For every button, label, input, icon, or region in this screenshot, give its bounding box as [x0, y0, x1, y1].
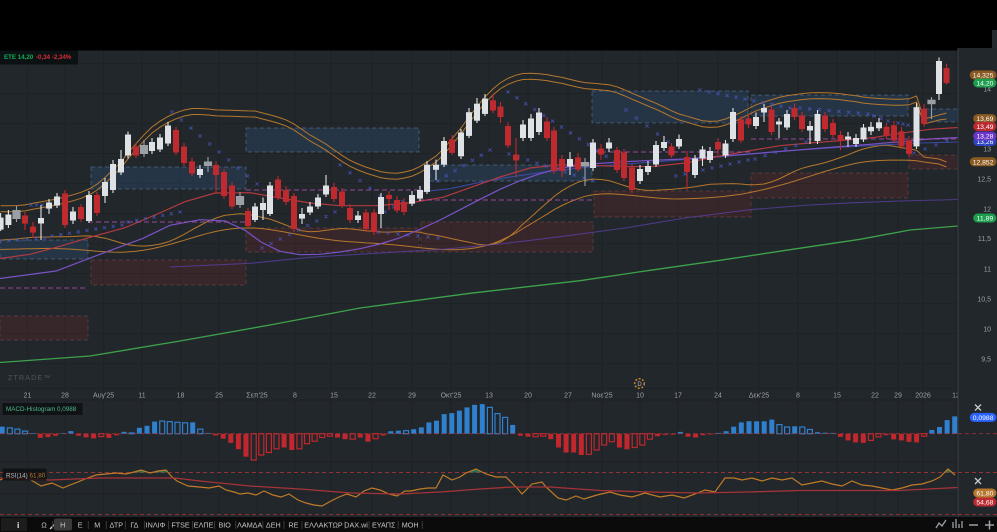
svg-text:ΓΔ: ΓΔ: [130, 521, 138, 530]
svg-text:29: 29: [408, 393, 416, 400]
svg-text:MACD-Histogram: MACD-Histogram: [6, 406, 55, 413]
svg-text:12: 12: [983, 207, 991, 214]
svg-text:ΔΕΗ: ΔΕΗ: [266, 521, 281, 530]
svg-text:54,68: 54,68: [976, 500, 993, 507]
svg-text:21: 21: [24, 393, 32, 400]
svg-text:13: 13: [983, 147, 991, 154]
svg-text:Αυγ'25: Αυγ'25: [93, 393, 114, 400]
svg-text:ΕΛΠΕ: ΕΛΠΕ: [194, 521, 214, 530]
svg-text:8: 8: [796, 393, 800, 400]
svg-text:20: 20: [524, 393, 532, 400]
svg-text:Σεπ'25: Σεπ'25: [246, 393, 268, 400]
svg-text:10,5: 10,5: [977, 297, 991, 304]
svg-text:Οκτ'25: Οκτ'25: [441, 393, 462, 400]
svg-text:8: 8: [293, 393, 297, 400]
svg-text:RSI(14): RSI(14): [6, 473, 28, 480]
svg-text:ZTRADE™: ZTRADE™: [8, 375, 51, 382]
svg-text:Ε: Ε: [78, 521, 83, 530]
svg-text:ETE 14,20: ETE 14,20: [4, 54, 34, 61]
svg-text:ΙΝΛΙΦ: ΙΝΛΙΦ: [146, 521, 166, 530]
svg-text:ΕΛΛΑΚΤΩΡ: ΕΛΛΑΚΤΩΡ: [304, 521, 343, 530]
svg-text:27: 27: [564, 393, 572, 400]
svg-text:Η: Η: [60, 521, 65, 530]
svg-text:2026: 2026: [915, 393, 931, 400]
svg-text:FTSE: FTSE: [171, 521, 190, 530]
svg-text:-0,34 -2,34%: -0,34 -2,34%: [36, 54, 72, 61]
svg-text:11: 11: [984, 267, 991, 274]
svg-text:i: i: [17, 520, 19, 530]
svg-text:ΕΥΑΠΣ: ΕΥΑΠΣ: [372, 521, 396, 530]
svg-text:11: 11: [138, 393, 145, 400]
svg-text:17: 17: [674, 393, 682, 400]
svg-text:RE: RE: [288, 521, 298, 530]
svg-text:10: 10: [983, 327, 991, 334]
svg-text:Δεκ'25: Δεκ'25: [749, 393, 770, 400]
svg-text:13: 13: [485, 393, 493, 400]
svg-text:D: D: [637, 382, 642, 388]
svg-text:0,0988: 0,0988: [973, 415, 994, 422]
svg-text:ΒΙΟ: ΒΙΟ: [219, 521, 232, 530]
svg-text:Ω: Ω: [41, 521, 47, 530]
svg-text:12,852: 12,852: [973, 159, 994, 166]
svg-text:Νοε'25: Νοε'25: [591, 393, 612, 400]
svg-text:14,325: 14,325: [973, 73, 994, 80]
svg-text:DAX.wi: DAX.wi: [344, 521, 368, 530]
svg-text:24: 24: [714, 393, 722, 400]
svg-text:61,80: 61,80: [976, 491, 993, 498]
svg-text:13,49: 13,49: [976, 124, 993, 131]
svg-text:0,0988: 0,0988: [57, 406, 77, 413]
svg-text:15: 15: [330, 393, 338, 400]
svg-text:15: 15: [833, 393, 841, 400]
svg-text:61,80: 61,80: [30, 473, 46, 480]
svg-text:29: 29: [894, 393, 902, 400]
svg-text:22: 22: [871, 393, 879, 400]
svg-text:9,5: 9,5: [981, 357, 991, 364]
svg-text:10: 10: [636, 393, 644, 400]
svg-text:18: 18: [177, 393, 185, 400]
svg-text:13,28: 13,28: [976, 134, 993, 141]
svg-text:ΜΟΗ: ΜΟΗ: [402, 521, 419, 530]
svg-text:14: 14: [983, 87, 991, 94]
svg-text:28: 28: [61, 393, 69, 400]
svg-text:Μ: Μ: [94, 521, 100, 530]
svg-text:11,89: 11,89: [977, 216, 994, 223]
svg-text:13,69: 13,69: [976, 116, 993, 123]
svg-text:14,20: 14,20: [976, 81, 993, 88]
svg-text:ΛΑΜΔΑ: ΛΑΜΔΑ: [237, 521, 262, 530]
svg-text:ΔΤΡ: ΔΤΡ: [110, 521, 124, 530]
svg-text:11,5: 11,5: [978, 236, 991, 243]
svg-text:12: 12: [952, 393, 960, 400]
svg-text:13,26: 13,26: [976, 139, 993, 146]
svg-text:22: 22: [368, 393, 376, 400]
svg-text:25: 25: [215, 393, 223, 400]
svg-text:12,5: 12,5: [977, 177, 991, 184]
